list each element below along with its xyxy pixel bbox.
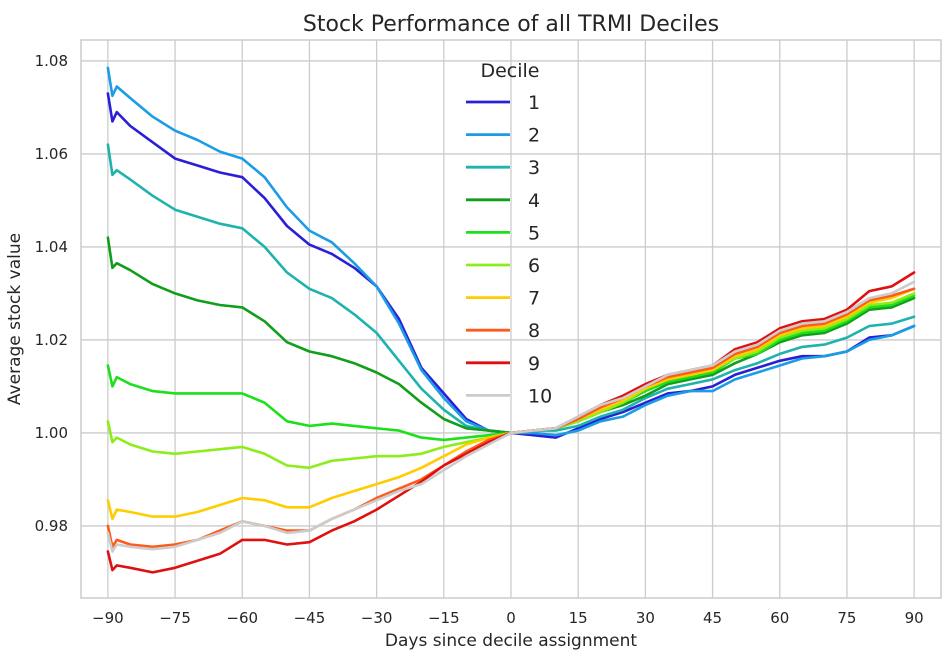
x-tick-label: 75 xyxy=(837,609,856,627)
legend-items: 1 2 3 4 5 6 7 8 9 10 xyxy=(466,92,552,407)
legend-label-decile-3: 3 xyxy=(528,157,540,179)
legend-label-decile-8: 8 xyxy=(528,320,540,342)
y-tick-label: 1.00 xyxy=(35,424,68,442)
y-tick-labels: 0.98 1.00 1.02 1.04 1.06 1.08 xyxy=(35,52,68,535)
x-tick-label: −15 xyxy=(428,609,460,627)
legend-label-decile-10: 10 xyxy=(528,385,552,407)
legend: Decile 1 2 3 4 5 6 7 8 9 10 xyxy=(466,60,552,407)
series-layer xyxy=(106,66,916,574)
x-tick-label: 30 xyxy=(636,609,655,627)
y-tick-label: 1.04 xyxy=(35,238,68,256)
chart-title: Stock Performance of all TRMI Deciles xyxy=(303,12,719,37)
y-tick-label: 1.02 xyxy=(35,331,68,349)
x-tick-label: 45 xyxy=(703,609,722,627)
x-tick-label: 90 xyxy=(905,609,924,627)
x-tick-labels: −90 −75 −60 −45 −30 −15 0 15 30 45 60 75 90 xyxy=(92,609,924,627)
legend-label-decile-1: 1 xyxy=(528,92,540,114)
y-axis-label: Average stock value xyxy=(5,233,25,405)
series-line-decile-4 xyxy=(106,236,916,435)
grid xyxy=(81,40,941,598)
x-tick-label: 0 xyxy=(506,609,516,627)
legend-label-decile-2: 2 xyxy=(528,125,540,147)
legend-label-decile-5: 5 xyxy=(528,222,540,244)
x-tick-label: −30 xyxy=(361,609,393,627)
plot-frame xyxy=(80,39,942,599)
series-line-decile-5 xyxy=(106,294,916,442)
x-tick-label: −45 xyxy=(294,609,326,627)
legend-label-decile-9: 9 xyxy=(528,353,540,375)
legend-label-decile-6: 6 xyxy=(528,255,540,277)
y-tick-label: 1.08 xyxy=(35,52,68,70)
series-line-decile-7 xyxy=(106,287,916,521)
legend-label-decile-7: 7 xyxy=(528,288,540,310)
x-tick-label: 15 xyxy=(569,609,588,627)
y-tick-label: 1.06 xyxy=(35,145,68,163)
legend-label-decile-4: 4 xyxy=(528,190,540,212)
y-tick-label: 0.98 xyxy=(35,517,68,535)
series-line-decile-10 xyxy=(106,280,916,553)
series-line-decile-9 xyxy=(106,271,916,574)
x-tick-label: −75 xyxy=(159,609,191,627)
x-tick-label: −90 xyxy=(92,609,124,627)
x-tick-label: −60 xyxy=(226,609,258,627)
x-tick-label: 60 xyxy=(770,609,789,627)
legend-title: Decile xyxy=(480,60,539,82)
x-axis-label: Days since decile assignment xyxy=(385,631,638,651)
